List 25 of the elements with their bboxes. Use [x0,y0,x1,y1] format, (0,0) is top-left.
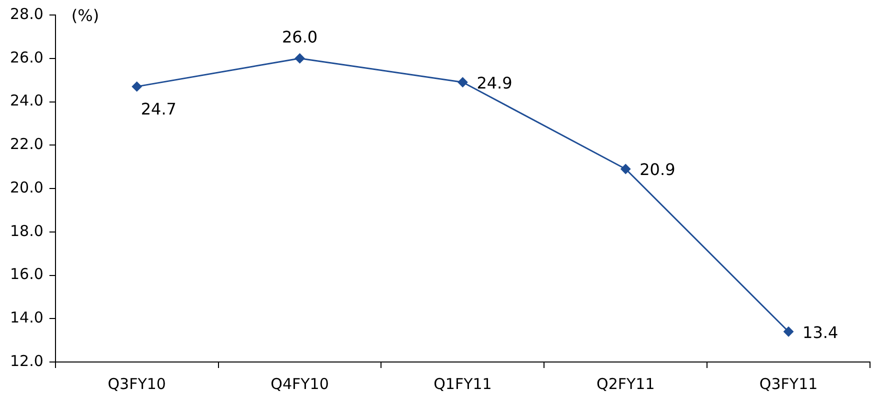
data-label: 24.9 [476,73,512,92]
y-tick-label: 28.0 [10,4,44,23]
point [458,77,468,88]
x-tick-label: Q3FY11 [759,374,818,393]
data-label: 20.9 [640,160,676,180]
point [294,53,305,64]
x-tick-label: Q2FY11 [596,374,655,393]
data-label: 26.0 [282,28,318,47]
y-tick-label: 26.0 [10,48,44,66]
y-tick-label: 18.0 [10,222,44,240]
point [132,82,142,92]
x-tick-label: Q4FY10 [270,374,329,393]
data-label: 24.7 [140,100,176,119]
y-tick-label: 14.0 [10,308,44,327]
y-tick-label: 22.0 [10,135,44,154]
point [620,164,631,174]
y-tick-label: 16.0 [10,265,44,284]
y-tick-label: 20.0 [10,178,44,196]
x-tick-label: Q1FY11 [434,374,492,393]
y-tick-label: 24.0 [10,92,44,110]
x-tick-label: Q3FY10 [108,374,166,393]
y-axis-title: (%) [71,6,100,26]
point [784,326,794,337]
data-label: 13.4 [802,322,838,342]
y-tick-label: 12.0 [10,352,44,370]
